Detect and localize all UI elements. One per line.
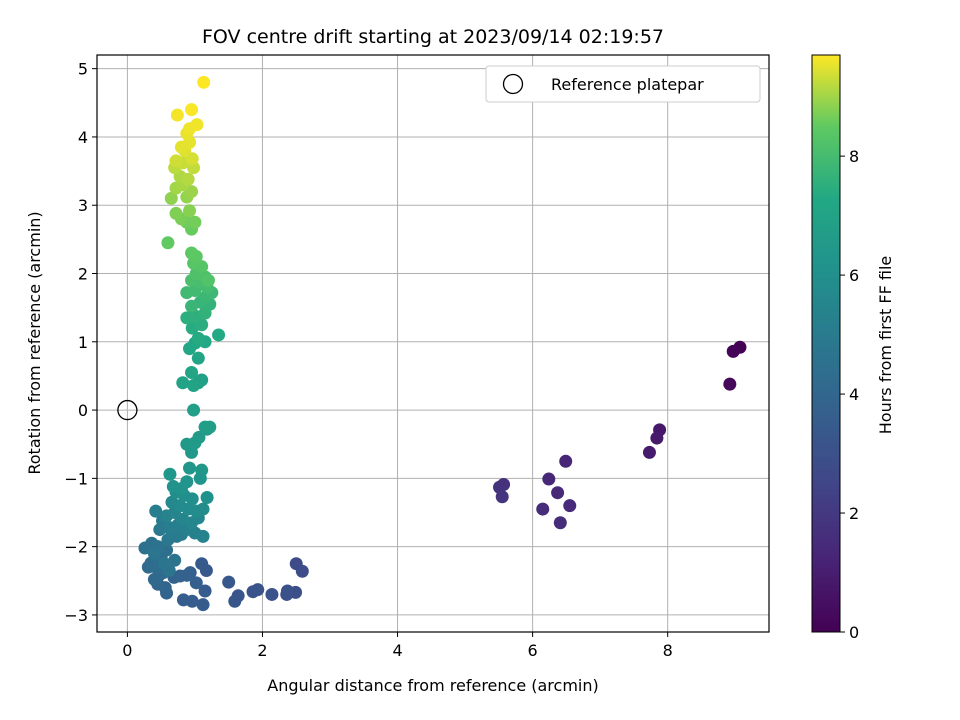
scatter-point [246, 585, 260, 599]
y-axis-label: Rotation from reference (arcmin) [25, 211, 44, 474]
reference-marker-group [117, 399, 138, 421]
scatter-point [183, 204, 197, 218]
scatter-point [180, 475, 194, 489]
y-tick-label: −1 [64, 469, 88, 488]
scatter-points [138, 75, 747, 612]
legend-box [485, 65, 761, 103]
y-tick-label: 2 [78, 265, 88, 284]
grid [97, 55, 769, 632]
scatter-point [559, 454, 573, 468]
scatter-point [163, 467, 177, 481]
scatter-point [164, 191, 178, 205]
scatter-point [726, 344, 740, 358]
scatter-point [196, 502, 210, 516]
y-tick-label: 4 [78, 128, 88, 147]
colorbar-tick-label: 2 [849, 504, 859, 523]
scatter-point [190, 118, 204, 132]
scatter-point [187, 378, 201, 392]
y-tick-label: 5 [78, 60, 88, 79]
scatter-point [170, 108, 184, 122]
x-tick-label: 0 [122, 641, 132, 660]
scatter-point [201, 273, 215, 287]
colorbar-gradient [811, 54, 841, 633]
scatter-point [650, 431, 664, 445]
x-tick-label: 4 [392, 641, 402, 660]
scatter-point [551, 486, 565, 500]
legend-label-reference: Reference platepar [551, 75, 704, 94]
scatter-point [185, 366, 199, 380]
scatter-point [185, 246, 199, 260]
scatter-point [189, 576, 203, 590]
y-tick-label: 3 [78, 196, 88, 215]
scatter-point [183, 461, 197, 475]
scatter-point [542, 472, 556, 486]
colorbar-ticks: 0 2 4 6 8 [840, 147, 859, 642]
scatter-point [169, 206, 183, 220]
legend: Reference platepar [485, 65, 761, 103]
x-tick-label: 2 [257, 641, 267, 660]
colorbar-tick-label: 0 [849, 623, 859, 642]
scatter-point [280, 584, 294, 598]
colorbar-label: Hours from first FF file [876, 256, 895, 435]
scatter-point [188, 215, 202, 229]
colorbar-tick-label: 6 [849, 266, 859, 285]
scatter-point [147, 546, 161, 560]
y-tick-label: −2 [64, 538, 88, 557]
scatter-point [222, 575, 236, 589]
scatter-point [191, 331, 205, 345]
y-axis-ticks: −3 −2 −1 0 1 2 3 4 5 [64, 60, 97, 625]
scatter-point [642, 445, 656, 459]
scatter-point [196, 598, 210, 612]
scatter-point [198, 584, 212, 598]
scatter-point [196, 529, 210, 543]
plot-frame [96, 54, 770, 633]
chart-title: FOV centre drift starting at 2023/09/14 … [202, 26, 664, 48]
scatter-point [265, 587, 279, 601]
x-axis-ticks: 0 2 4 6 8 [122, 632, 673, 660]
legend-marker-reference [502, 73, 524, 95]
scatter-point [563, 499, 577, 513]
scatter-point [203, 420, 217, 434]
scatter-point [228, 594, 242, 608]
scatter-point [212, 328, 226, 342]
x-tick-label: 6 [528, 641, 538, 660]
scatter-point [495, 490, 509, 504]
scatter-point [185, 103, 199, 117]
scatter-point [195, 318, 209, 332]
scatter-point [181, 172, 195, 186]
scatter-point [169, 154, 183, 168]
scatter-point [192, 430, 206, 444]
x-tick-label: 8 [663, 641, 673, 660]
scatter-point [185, 185, 199, 199]
scatter-point [191, 351, 205, 365]
scatter-point [161, 236, 175, 250]
scatter-point [176, 376, 190, 390]
scatter-point [536, 502, 550, 516]
scatter-point [197, 75, 211, 89]
scatter-point [185, 492, 199, 506]
scatter-point [723, 377, 737, 391]
reference-marker [117, 399, 138, 421]
scatter-point [195, 557, 209, 571]
scatter-point [168, 553, 182, 567]
scatter-point [185, 299, 199, 313]
scatter-point [553, 516, 567, 530]
y-tick-label: 1 [78, 333, 88, 352]
x-axis-label: Angular distance from reference (arcmin) [267, 676, 598, 695]
plot-area: 0 2 4 6 8 −3 −2 −1 0 1 2 3 4 5 [64, 54, 770, 660]
y-tick-label: −3 [64, 606, 88, 625]
scatter-point [195, 463, 209, 477]
colorbar-tick-label: 8 [849, 147, 859, 166]
y-tick-label: 0 [78, 401, 88, 420]
scatter-point [187, 403, 201, 417]
scatter-point [158, 557, 172, 571]
scatter-point [295, 564, 309, 578]
colorbar: 0 2 4 6 8 Hours from first FF file [811, 54, 895, 642]
colorbar-tick-label: 4 [849, 385, 859, 404]
scatter-point [176, 593, 190, 607]
scatter-point [200, 490, 214, 504]
scatter-point [149, 504, 163, 518]
